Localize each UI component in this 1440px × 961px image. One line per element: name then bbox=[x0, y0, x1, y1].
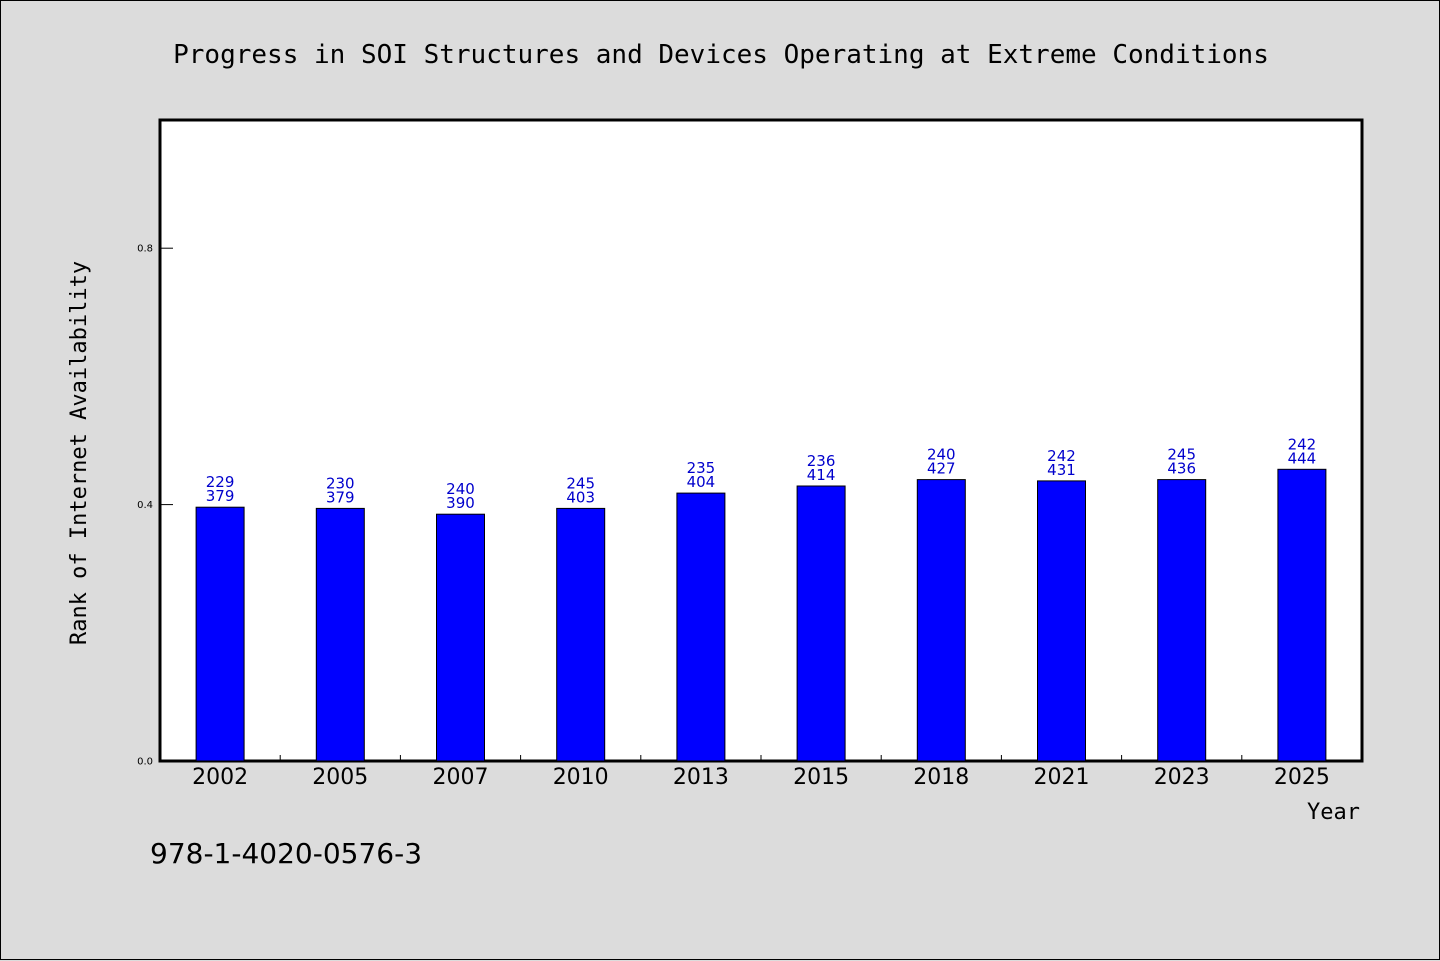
data-label-2018-2: 427 bbox=[927, 460, 956, 478]
data-label-2010-1: 245 bbox=[566, 474, 595, 492]
x-tick-label-2015: 2015 bbox=[793, 765, 849, 790]
bar-2023 bbox=[1157, 479, 1207, 762]
bar-2005 bbox=[315, 507, 365, 762]
data-label-2013-1: 235 bbox=[687, 459, 716, 477]
x-tick-label-2002: 2002 bbox=[192, 765, 248, 790]
data-label-2025-2: 444 bbox=[1288, 449, 1317, 467]
data-label-2005-1: 230 bbox=[326, 474, 355, 492]
data-label-2010-2: 403 bbox=[566, 488, 595, 506]
data-label-2023-2: 436 bbox=[1167, 460, 1196, 478]
data-label-2021-2: 431 bbox=[1047, 461, 1076, 479]
bars-layer bbox=[195, 468, 1327, 762]
x-tick-label-2021: 2021 bbox=[1034, 765, 1090, 790]
y-tick-label-0.4: 0.4 bbox=[137, 500, 153, 511]
data-label-2015-1: 236 bbox=[807, 452, 836, 470]
bar-2021 bbox=[1037, 480, 1086, 762]
y-axis-ticks: 0.0 0.4 0.8 bbox=[137, 244, 173, 768]
y-tick-label-0.0: 0.0 bbox=[137, 757, 153, 768]
x-axis-label: Year bbox=[1307, 800, 1360, 825]
bar-2015 bbox=[796, 485, 846, 762]
data-label-2013-2: 404 bbox=[687, 473, 716, 491]
x-tick-label-2023: 2023 bbox=[1154, 765, 1210, 790]
data-label-2025-1: 242 bbox=[1288, 435, 1317, 453]
data-label-2007-1: 240 bbox=[446, 480, 475, 498]
x-tick-label-2025: 2025 bbox=[1274, 765, 1330, 790]
data-label-2002-2: 379 bbox=[206, 487, 235, 505]
data-label-2007-2: 390 bbox=[446, 494, 475, 512]
x-tick-label-2013: 2013 bbox=[673, 765, 729, 790]
data-label-2021-1: 242 bbox=[1047, 447, 1076, 465]
bar-2025 bbox=[1277, 468, 1327, 762]
bar-2018 bbox=[916, 479, 966, 762]
data-label-2023-1: 245 bbox=[1167, 446, 1196, 464]
bar-2013 bbox=[676, 492, 726, 762]
footer-code: 978-1-4020-0576-3 bbox=[150, 837, 422, 870]
x-tick-label-2018: 2018 bbox=[913, 765, 969, 790]
x-tick-label-2005: 2005 bbox=[312, 765, 368, 790]
x-axis-ticks: 2002 2005 2007 2010 2013 2015 2018 2021 2023 2025 bbox=[192, 755, 1330, 790]
data-label-2015-2: 414 bbox=[807, 466, 836, 484]
y-axis-label: Rank of Internet Availability bbox=[67, 261, 92, 645]
bar-2007 bbox=[436, 513, 485, 762]
data-label-2005-2: 379 bbox=[326, 488, 355, 506]
chart-title: Progress in SOI Structures and Devices O… bbox=[173, 40, 1269, 70]
y-tick-label-0.8: 0.8 bbox=[137, 244, 153, 255]
data-label-2018-1: 240 bbox=[927, 446, 956, 464]
data-label-2002-1: 229 bbox=[206, 473, 235, 491]
bar-2010 bbox=[556, 507, 606, 762]
x-tick-label-2007: 2007 bbox=[433, 765, 489, 790]
x-tick-label-2010: 2010 bbox=[553, 765, 609, 790]
bar-2002 bbox=[195, 506, 245, 762]
